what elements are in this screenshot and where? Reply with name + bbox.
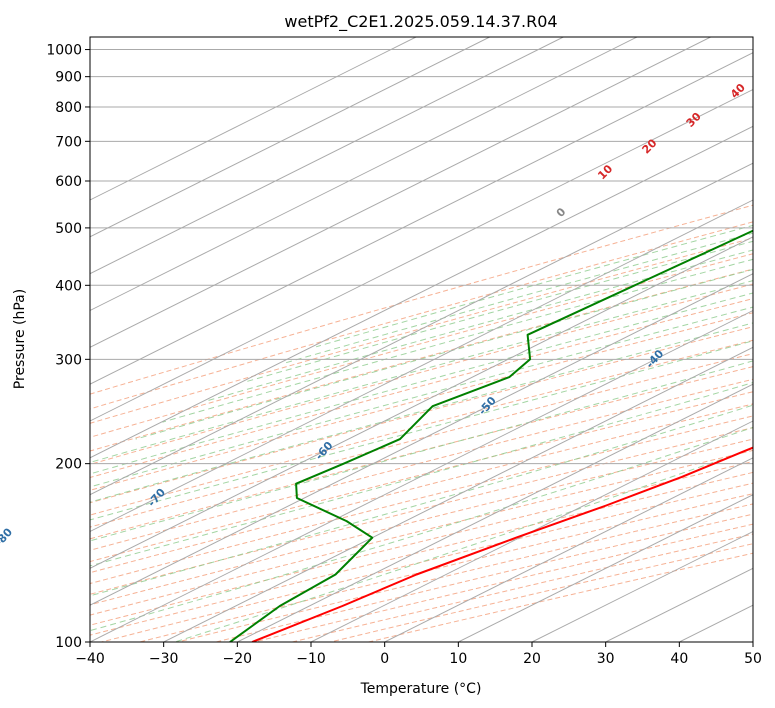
moist-adiabat-line	[315, 224, 753, 348]
dry-adiabat-line	[90, 427, 753, 595]
chart-title: wetPf2_C2E1.2025.059.14.37.R04	[284, 12, 557, 32]
x-tick-label: 40	[670, 651, 688, 667]
isotherm-line	[90, 37, 417, 201]
y-tick-label: 500	[55, 221, 82, 237]
dry-adiabat-line	[90, 204, 753, 395]
dry-adiabat-line	[90, 237, 753, 424]
x-tick-label: 50	[744, 651, 762, 667]
isotherm-line	[163, 346, 753, 642]
isotherm-line	[90, 52, 753, 385]
isotherm-line	[310, 420, 753, 642]
x-tick-label: −20	[223, 651, 253, 667]
isotherm-line	[90, 37, 490, 238]
y-tick-label: 100	[55, 635, 82, 651]
y-tick-label: 200	[55, 457, 82, 473]
y-tick-label: 900	[55, 70, 82, 86]
x-tick-label: 0	[380, 651, 389, 667]
dry-adiabat-line	[90, 253, 753, 438]
isotherm-line	[458, 494, 753, 642]
y-tick-label: 1000	[46, 43, 82, 59]
isotherm-line	[90, 37, 638, 312]
dry-adiabat-line	[90, 449, 753, 616]
dry-adiabat-line	[90, 283, 753, 465]
isotherm-line	[90, 88, 753, 422]
x-axis: −40 −30 −20 −10 0 10 20 30 40 50	[75, 642, 762, 667]
y-tick-label: 300	[55, 352, 82, 368]
x-tick-label: 20	[523, 651, 541, 667]
background-lines	[90, 37, 753, 642]
moist-adiabat-line	[90, 322, 753, 503]
isotherm-line	[384, 457, 753, 642]
dewpoint-profile-line	[229, 229, 753, 642]
y-axis: 100 200 300 400 500 600 700 800 900 1000	[46, 43, 90, 651]
y-axis-title: Pressure (hPa)	[12, 289, 28, 389]
x-tick-label: −40	[75, 651, 105, 667]
isotherm-line	[90, 125, 753, 459]
y-tick-label: 600	[55, 174, 82, 190]
isotherm-line	[90, 199, 753, 533]
series-layer	[229, 229, 753, 642]
y-tick-label: 700	[55, 134, 82, 150]
y-tick-label: 800	[55, 100, 82, 116]
y-tick-label: 400	[55, 278, 82, 294]
isotherm-line	[90, 37, 711, 348]
x-tick-label: −10	[296, 651, 326, 667]
isotherm-line	[90, 273, 753, 606]
temperature-profile-line	[251, 446, 753, 642]
x-tick-label: 10	[449, 651, 467, 667]
dry-adiabat-line	[90, 460, 753, 626]
isotherm-line	[531, 530, 753, 642]
isotherm-line	[90, 162, 753, 496]
moist-adiabat-line	[90, 340, 753, 521]
dry-adiabat-line	[90, 312, 753, 491]
moist-adiabat-line	[135, 268, 753, 440]
isotherm-line	[90, 37, 564, 275]
isotherm-line	[90, 309, 753, 642]
dry-adiabat-line	[292, 533, 753, 642]
dry-adiabat-line	[90, 403, 753, 574]
dry-adiabat-line	[90, 326, 753, 504]
x-tick-label: 30	[597, 651, 615, 667]
dry-adiabat-line	[90, 415, 753, 585]
x-tick-label: −30	[149, 651, 179, 667]
x-axis-title: Temperature (°C)	[360, 681, 482, 697]
isotherm-line	[237, 383, 753, 642]
dry-adiabat-line	[90, 391, 753, 563]
dry-adiabat-line	[90, 438, 753, 606]
isotherm-line	[90, 236, 753, 569]
dry-adiabat-line	[254, 523, 753, 642]
plot-frame	[89, 36, 754, 643]
